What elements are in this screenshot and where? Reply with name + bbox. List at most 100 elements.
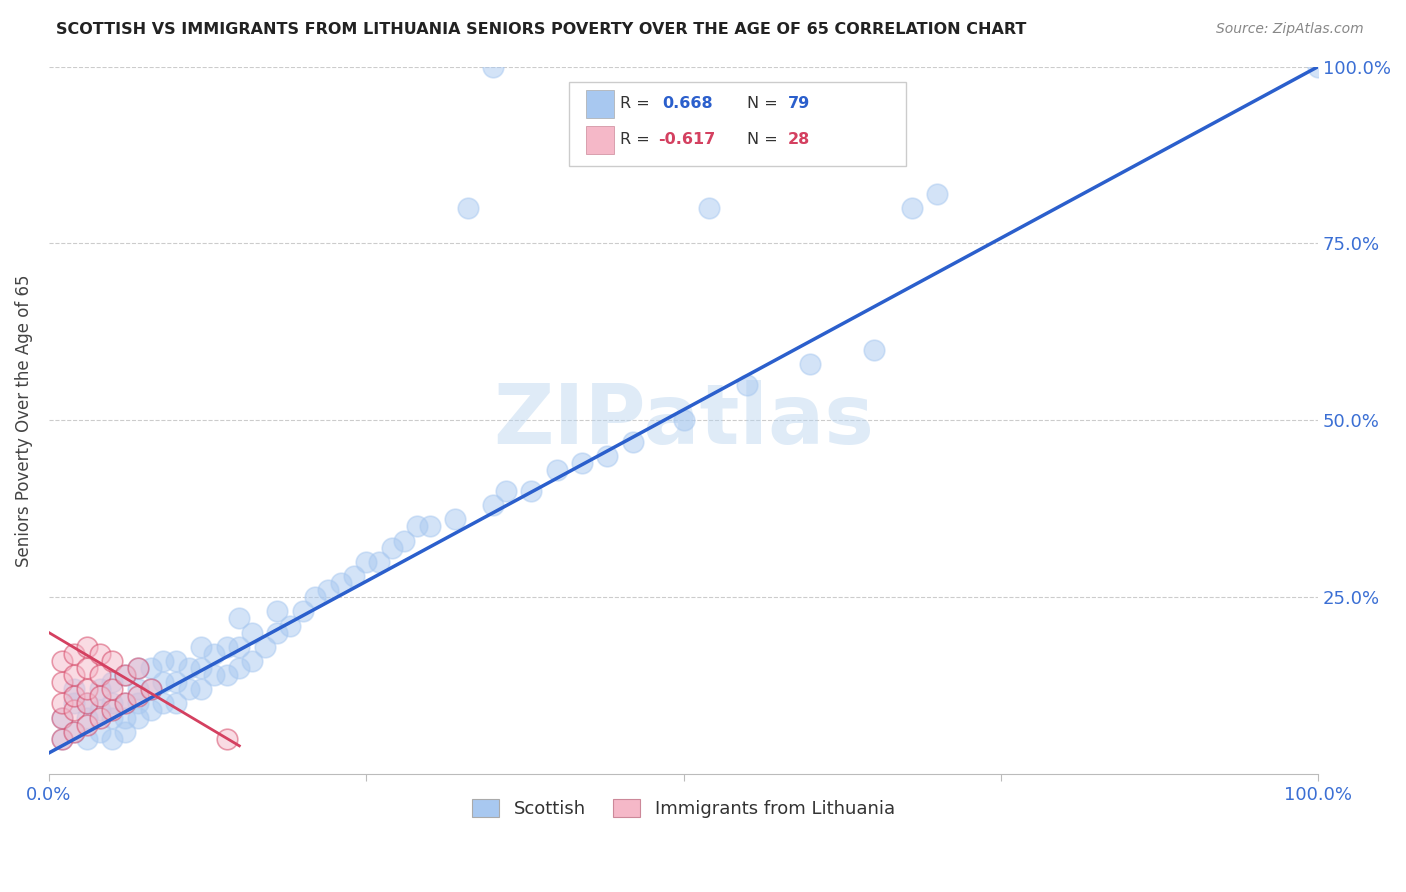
Point	[253, 640, 276, 654]
Point	[127, 661, 149, 675]
Point	[240, 625, 263, 640]
Point	[927, 186, 949, 201]
Point	[342, 569, 364, 583]
Point	[368, 555, 391, 569]
FancyBboxPatch shape	[569, 82, 905, 166]
Point	[63, 690, 86, 704]
Point	[89, 724, 111, 739]
Point	[89, 682, 111, 697]
Point	[114, 668, 136, 682]
Point	[101, 710, 124, 724]
Point	[1308, 60, 1330, 74]
Point	[89, 710, 111, 724]
Point	[215, 668, 238, 682]
Text: 28: 28	[787, 132, 810, 147]
Point	[571, 456, 593, 470]
Point	[520, 484, 543, 499]
Point	[228, 661, 250, 675]
Point	[215, 640, 238, 654]
Point	[101, 703, 124, 717]
Point	[202, 668, 225, 682]
Point	[152, 675, 174, 690]
Point	[165, 697, 187, 711]
Point	[63, 724, 86, 739]
Point	[444, 512, 467, 526]
Point	[177, 661, 200, 675]
Point	[51, 731, 73, 746]
Point	[101, 731, 124, 746]
Point	[419, 519, 441, 533]
Text: R =: R =	[620, 132, 655, 147]
Point	[89, 690, 111, 704]
Point	[51, 697, 73, 711]
Point	[139, 682, 162, 697]
Point	[51, 710, 73, 724]
Point	[101, 654, 124, 668]
Text: ZIPatlas: ZIPatlas	[494, 380, 875, 461]
Point	[139, 682, 162, 697]
Point	[215, 731, 238, 746]
Point	[495, 484, 517, 499]
Point	[89, 703, 111, 717]
Point	[228, 611, 250, 625]
Point	[114, 697, 136, 711]
Point	[63, 697, 86, 711]
Point	[901, 201, 924, 215]
Point	[51, 731, 73, 746]
Y-axis label: Seniors Poverty Over the Age of 65: Seniors Poverty Over the Age of 65	[15, 274, 32, 566]
Point	[278, 618, 301, 632]
Point	[291, 604, 314, 618]
Text: SCOTTISH VS IMMIGRANTS FROM LITHUANIA SENIORS POVERTY OVER THE AGE OF 65 CORRELA: SCOTTISH VS IMMIGRANTS FROM LITHUANIA SE…	[56, 22, 1026, 37]
Point	[266, 625, 288, 640]
Legend: Scottish, Immigrants from Lithuania: Scottish, Immigrants from Lithuania	[465, 791, 903, 825]
Point	[76, 731, 98, 746]
Point	[89, 668, 111, 682]
Point	[114, 668, 136, 682]
Point	[127, 690, 149, 704]
Text: N =: N =	[747, 132, 783, 147]
FancyBboxPatch shape	[586, 126, 614, 154]
Text: Source: ZipAtlas.com: Source: ZipAtlas.com	[1216, 22, 1364, 37]
Point	[228, 640, 250, 654]
Point	[114, 724, 136, 739]
Point	[304, 591, 326, 605]
Text: -0.617: -0.617	[658, 132, 716, 147]
Point	[240, 654, 263, 668]
Point	[76, 697, 98, 711]
Point	[266, 604, 288, 618]
Point	[329, 576, 352, 591]
Point	[482, 60, 505, 74]
Point	[51, 654, 73, 668]
Point	[482, 498, 505, 512]
Point	[63, 647, 86, 661]
Point	[51, 675, 73, 690]
Point	[127, 697, 149, 711]
Point	[735, 378, 758, 392]
Text: R =: R =	[620, 96, 655, 112]
Point	[202, 647, 225, 661]
Point	[152, 654, 174, 668]
Point	[406, 519, 429, 533]
Point	[190, 661, 212, 675]
FancyBboxPatch shape	[586, 90, 614, 119]
Point	[863, 343, 886, 357]
Point	[177, 682, 200, 697]
Point	[152, 697, 174, 711]
Point	[76, 640, 98, 654]
Point	[76, 717, 98, 731]
Point	[76, 710, 98, 724]
Point	[89, 647, 111, 661]
Point	[621, 434, 644, 449]
Point	[190, 640, 212, 654]
Point	[63, 668, 86, 682]
Point	[139, 661, 162, 675]
Point	[546, 463, 568, 477]
Point	[114, 710, 136, 724]
Point	[114, 697, 136, 711]
Point	[381, 541, 404, 555]
Point	[799, 357, 821, 371]
Point	[139, 703, 162, 717]
Point	[76, 661, 98, 675]
Point	[63, 724, 86, 739]
Point	[190, 682, 212, 697]
